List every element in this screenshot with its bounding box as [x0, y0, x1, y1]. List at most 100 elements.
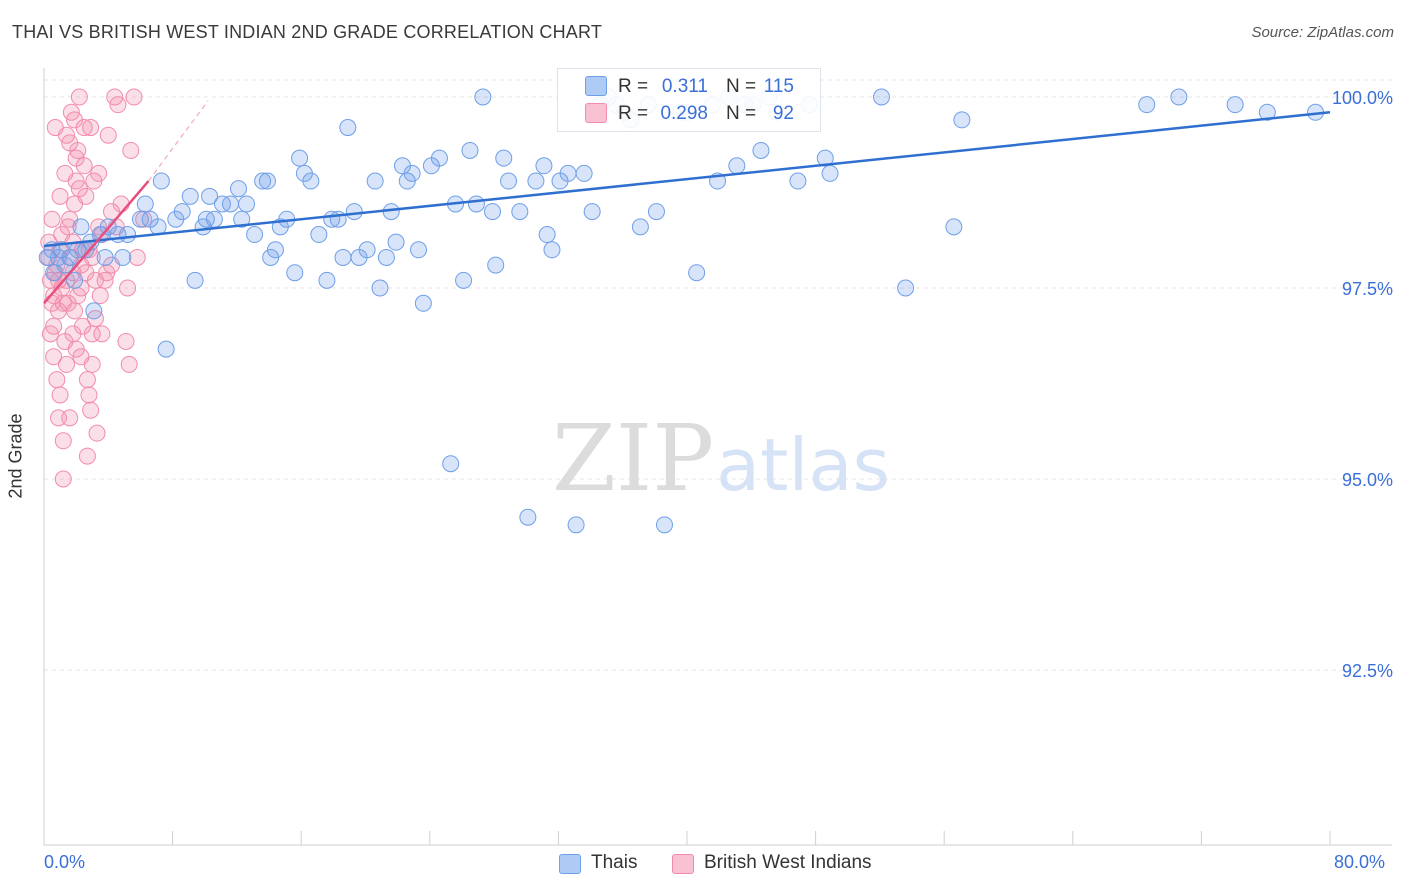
bwi-point: [117, 332, 135, 350]
chart-title: THAI VS BRITISH WEST INDIAN 2ND GRADE CO…: [12, 22, 603, 42]
bwi-point: [51, 386, 69, 404]
thais-point: [945, 218, 963, 236]
thais-point: [543, 241, 561, 259]
legend-n-value: 115: [763, 76, 794, 97]
bwi-point: [43, 210, 61, 228]
thais-point: [258, 172, 276, 190]
thais-point: [201, 187, 219, 205]
thais-point: [461, 141, 479, 159]
bwi-point: [119, 279, 137, 297]
thais-point: [136, 195, 154, 213]
thais-point: [559, 164, 577, 182]
y-tick-label: 97.5%: [1342, 279, 1393, 299]
legend-n-value: 92: [772, 103, 794, 124]
thais-point: [1170, 88, 1188, 106]
bwi-point: [75, 157, 93, 175]
thais-point: [403, 164, 421, 182]
thais-point: [318, 271, 336, 289]
thais-point: [575, 164, 593, 182]
thais-point: [500, 172, 518, 190]
thais-point: [205, 210, 223, 228]
bwi-point: [66, 111, 84, 129]
bwi-point: [80, 386, 98, 404]
thais-point: [511, 203, 529, 221]
thais-point: [821, 164, 839, 182]
y-tick-label: 100.0%: [1332, 88, 1393, 108]
bwi-point: [128, 248, 146, 266]
thais-point: [789, 172, 807, 190]
bwi-trend-extension: [148, 100, 209, 182]
x-axis-left-label: 0.0%: [44, 852, 86, 872]
thais-legend-swatch: [559, 854, 581, 874]
bwi-point: [109, 96, 127, 114]
thais-point: [1226, 96, 1244, 114]
watermark: ZIP atlas: [552, 405, 890, 512]
bwi-point: [70, 88, 88, 106]
thais-point: [816, 149, 834, 167]
thais-point: [310, 226, 328, 244]
legend-r-label: R =: [618, 76, 649, 97]
thais-point: [483, 203, 501, 221]
thais-point: [430, 149, 448, 167]
bwi-point: [77, 187, 95, 205]
thais-point: [286, 264, 304, 282]
bwi-legend-swatch: [672, 854, 694, 874]
bwi-point: [54, 432, 72, 450]
bwi-point: [45, 287, 63, 305]
thais-point: [302, 172, 320, 190]
thais-point: [583, 203, 601, 221]
thais-point: [221, 195, 239, 213]
thais-point: [752, 141, 770, 159]
thais-point: [266, 241, 284, 259]
watermark-atlas: atlas: [716, 423, 890, 507]
thais-point: [535, 157, 553, 175]
legend-r-value: 0.298: [660, 103, 708, 124]
bwi-swatch: [585, 103, 607, 123]
thais-trend-line: [43, 111, 1331, 248]
grid-lines: [44, 79, 1392, 671]
bwi-point: [90, 164, 108, 182]
thais-point: [647, 203, 665, 221]
thais-point: [873, 88, 891, 106]
thais-point: [897, 279, 915, 297]
thais-point: [246, 226, 264, 244]
bwi-point: [82, 119, 100, 137]
thais-point: [519, 508, 537, 526]
thais-point: [538, 226, 556, 244]
thais-point: [455, 271, 473, 289]
thais-point: [377, 248, 395, 266]
thais-point: [688, 264, 706, 282]
legend-r-value: 0.311: [661, 76, 708, 97]
bwi-point: [41, 325, 59, 343]
thais-point: [953, 111, 971, 129]
bottom-legend: Thais British West Indians: [0, 852, 1406, 878]
legend-n-label: N =: [726, 103, 757, 124]
bwi-point: [49, 409, 67, 427]
bwi-point: [122, 141, 140, 159]
thais-swatch: [585, 76, 607, 96]
bwi-point: [78, 371, 96, 389]
thais-point: [233, 210, 251, 228]
bwi-point: [112, 195, 130, 213]
thais-legend-label: Thais: [591, 852, 638, 873]
thais-point: [339, 119, 357, 137]
thais-point: [157, 340, 175, 358]
thais-point: [85, 302, 103, 320]
bwi-point: [54, 470, 72, 488]
bwi-point: [99, 126, 117, 144]
y-tick-label: 92.5%: [1342, 661, 1393, 681]
watermark-zip: ZIP: [552, 405, 714, 512]
thais-point: [181, 187, 199, 205]
thais-point: [495, 149, 513, 167]
legend-row-bwi: R = 0.298 N = 92: [558, 101, 820, 127]
bwi-point: [69, 141, 87, 159]
bwi-point: [58, 126, 76, 144]
bwi-point: [45, 348, 63, 366]
thais-point: [567, 516, 585, 534]
bwi-point: [83, 355, 101, 373]
bwi-point: [93, 325, 111, 343]
bwi-point: [98, 264, 116, 282]
legend-n-label: N =: [726, 76, 757, 97]
bwi-point: [58, 355, 76, 373]
